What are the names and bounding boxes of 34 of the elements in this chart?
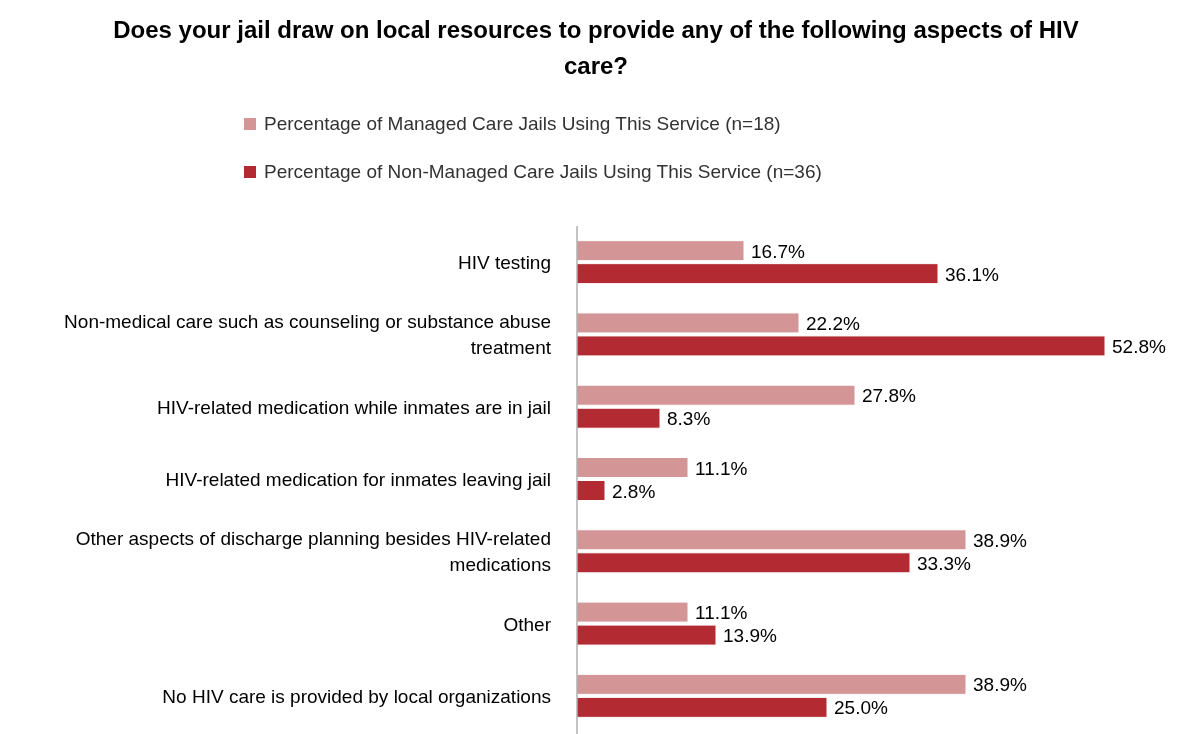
data-label: 52.8%: [1112, 335, 1166, 357]
bar: [576, 696, 828, 718]
y-tick-label: Other aspects of discharge planning besides HIV-related medications: [75, 528, 551, 576]
bar: [576, 263, 939, 285]
data-label: 2.8%: [612, 480, 656, 502]
bar: [576, 529, 967, 551]
data-label: 25.0%: [834, 697, 888, 719]
data-label: 38.9%: [973, 674, 1027, 696]
y-tick-label: Non-medical care such as counseling or substance abuse treatment: [64, 311, 552, 359]
bar: [576, 240, 745, 262]
legend-label: Percentage of Non-Managed Care Jails Using This Service (n=36): [264, 161, 822, 182]
bar: [576, 480, 606, 501]
bar: [576, 407, 661, 429]
data-label: 16.7%: [751, 240, 805, 262]
y-tick-label: HIV testing: [458, 252, 551, 274]
y-tick-label: Other: [503, 613, 552, 635]
data-label: 11.1%: [695, 602, 748, 624]
bar: [576, 384, 856, 406]
data-label: 11.1%: [695, 457, 748, 479]
bar: [576, 673, 967, 695]
legend-label: Percentage of Managed Care Jails Using This Service (n=18): [264, 113, 781, 134]
data-label: 8.3%: [667, 408, 711, 430]
y-tick-label: HIV-related medication for inmates leaving jail: [165, 469, 551, 490]
y-tick-label: HIV-related medication while inmates are in jail: [157, 396, 551, 418]
data-label: 13.9%: [723, 625, 777, 647]
data-label: 22.2%: [806, 312, 860, 334]
data-label: 33.3%: [917, 552, 971, 574]
bar: [576, 552, 911, 574]
data-label: 36.1%: [945, 263, 999, 285]
bar: [576, 457, 689, 478]
chart-title: Does your jail draw on local resources to provide any of the following aspects of HIV care?: [113, 16, 1079, 79]
data-label: 27.8%: [862, 385, 916, 407]
y-tick-label: No HIV care is provided by local organizations: [162, 685, 551, 707]
data-label: 38.9%: [973, 529, 1027, 551]
